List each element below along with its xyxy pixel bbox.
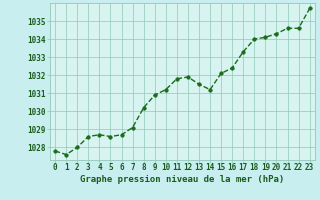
X-axis label: Graphe pression niveau de la mer (hPa): Graphe pression niveau de la mer (hPa) [80,175,284,184]
